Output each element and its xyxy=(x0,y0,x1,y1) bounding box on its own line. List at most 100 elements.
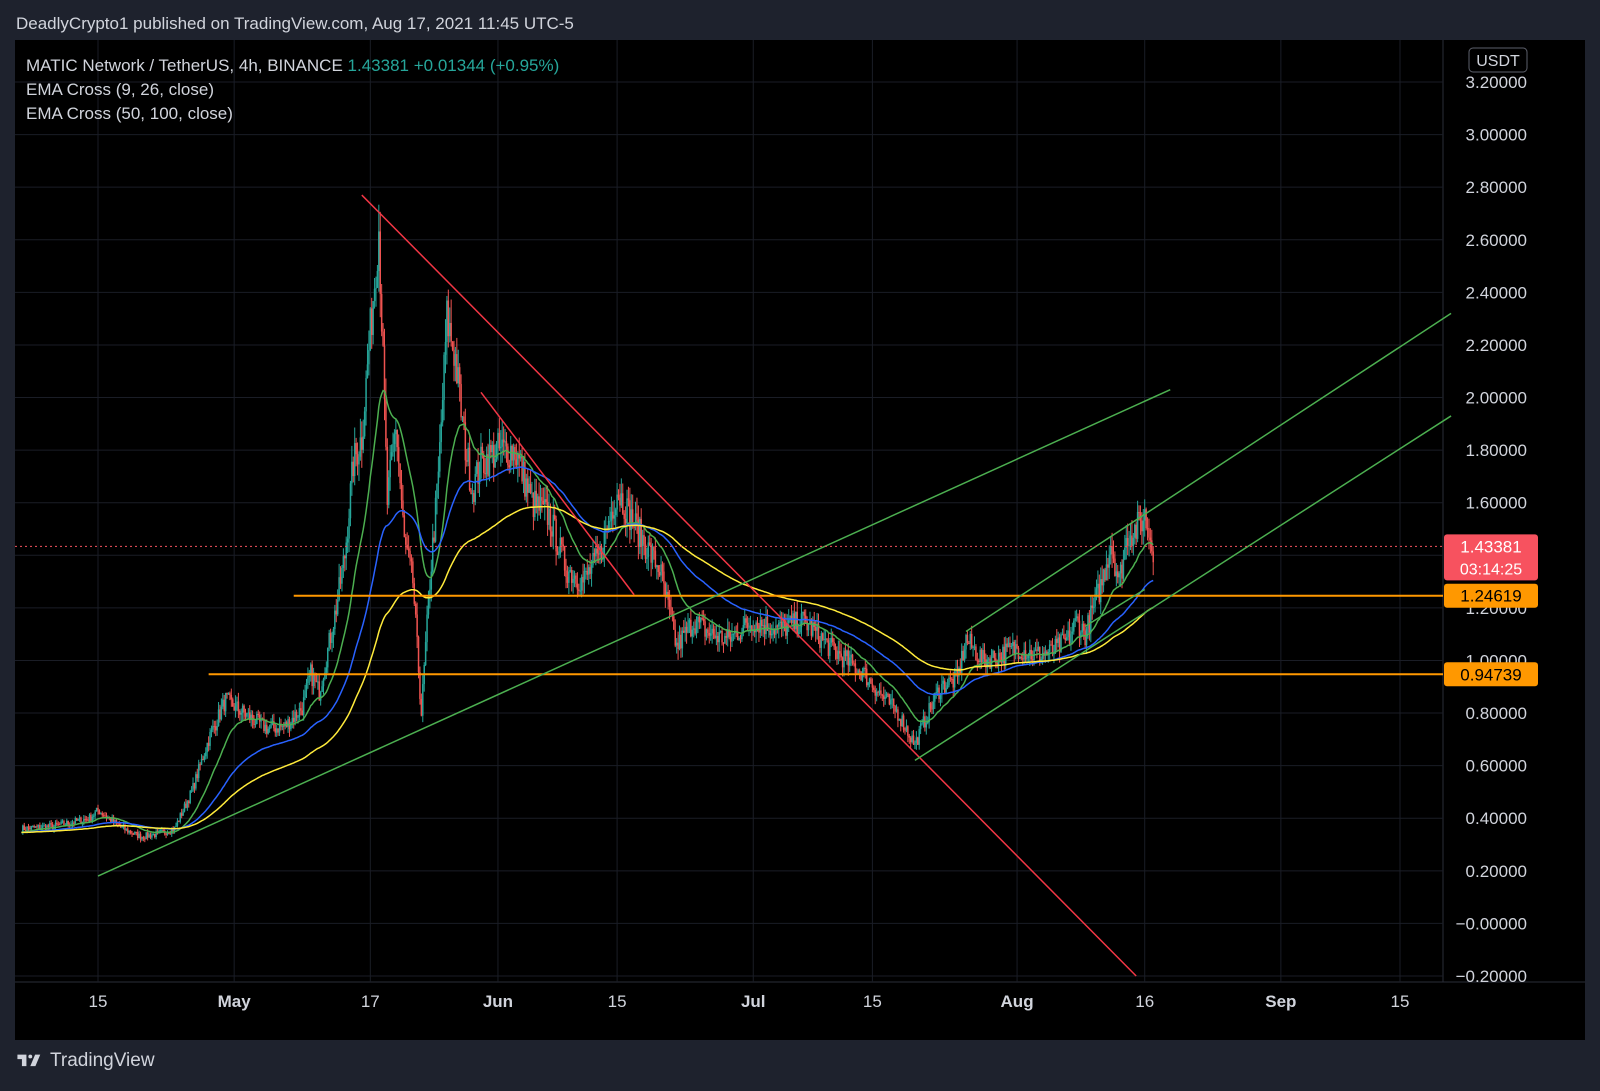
candle-body[interactable] xyxy=(640,518,642,546)
candle-body[interactable] xyxy=(799,626,801,633)
candle-body[interactable] xyxy=(701,618,703,620)
candle-body[interactable] xyxy=(725,635,728,638)
candle-body[interactable] xyxy=(315,680,318,682)
candle-body[interactable] xyxy=(297,716,299,718)
candle-body[interactable] xyxy=(322,678,325,687)
candle-body[interactable] xyxy=(74,817,77,824)
candle-body[interactable] xyxy=(793,613,796,630)
candle-body[interactable] xyxy=(619,497,621,506)
candle-body[interactable] xyxy=(51,824,54,830)
candle-body[interactable] xyxy=(373,288,376,302)
candle-body[interactable] xyxy=(546,501,549,525)
candle-body[interactable] xyxy=(779,621,781,623)
candle-body[interactable] xyxy=(237,701,240,711)
candle-body[interactable] xyxy=(1058,637,1061,652)
candle-body[interactable] xyxy=(429,589,431,597)
candle-body[interactable] xyxy=(1124,547,1126,560)
price-chart[interactable]: 3.20000 3.00000 2.80000 2.60000 2.40000 2.200… xyxy=(15,40,1585,1040)
candle-body[interactable] xyxy=(819,640,821,648)
candle-body[interactable] xyxy=(814,626,817,631)
candle-body[interactable] xyxy=(197,764,200,779)
candle-body[interactable] xyxy=(881,694,884,696)
candle-body[interactable] xyxy=(263,718,265,731)
candle-body[interactable] xyxy=(538,496,540,511)
candle-body[interactable] xyxy=(430,571,433,590)
candle-body[interactable] xyxy=(526,478,529,493)
candle-body[interactable] xyxy=(529,483,532,493)
candle-body[interactable] xyxy=(348,518,350,539)
candle-body[interactable] xyxy=(219,709,221,720)
candle-body[interactable] xyxy=(680,634,682,649)
candle-body[interactable] xyxy=(169,833,172,835)
candle-body[interactable] xyxy=(495,443,498,459)
candle-body[interactable] xyxy=(266,724,268,734)
candle-body[interactable] xyxy=(34,826,37,828)
candle-body[interactable] xyxy=(885,693,888,698)
candle-body[interactable] xyxy=(491,445,494,453)
candle-body[interactable] xyxy=(507,446,509,466)
candle-body[interactable] xyxy=(290,723,292,730)
candle-body[interactable] xyxy=(190,790,193,792)
candle-body[interactable] xyxy=(1056,638,1058,643)
candle-body[interactable] xyxy=(1078,620,1081,638)
candle-body[interactable] xyxy=(934,693,936,702)
candle-body[interactable] xyxy=(171,828,173,834)
candle-body[interactable] xyxy=(586,570,589,575)
candle-body[interactable] xyxy=(539,497,542,511)
candle-body[interactable] xyxy=(556,551,559,556)
candle-body[interactable] xyxy=(246,713,248,717)
candle-body[interactable] xyxy=(870,678,872,684)
candle-body[interactable] xyxy=(531,492,533,494)
candle-body[interactable] xyxy=(809,620,811,625)
candle-body[interactable] xyxy=(566,577,569,583)
candle-body[interactable] xyxy=(1012,641,1014,646)
candle-body[interactable] xyxy=(997,652,1000,666)
candle-body[interactable] xyxy=(926,722,929,724)
candle-body[interactable] xyxy=(1121,564,1123,579)
candle-body[interactable] xyxy=(535,490,538,506)
candle-body[interactable] xyxy=(195,774,197,789)
candle-body[interactable] xyxy=(983,650,986,660)
footer-branding[interactable]: TradingView xyxy=(16,1050,155,1072)
candle-body[interactable] xyxy=(778,622,780,627)
candle-body[interactable] xyxy=(900,719,902,727)
candle-body[interactable] xyxy=(830,637,833,643)
candle-body[interactable] xyxy=(145,832,147,839)
candle-body[interactable] xyxy=(32,825,34,827)
candle-body[interactable] xyxy=(831,637,834,642)
candle-body[interactable] xyxy=(104,815,106,817)
candle-body[interactable] xyxy=(970,633,973,648)
candle-body[interactable] xyxy=(884,697,886,699)
candle-body[interactable] xyxy=(895,709,898,712)
candle-body[interactable] xyxy=(741,633,743,640)
candle-body[interactable] xyxy=(253,720,255,725)
candle-body[interactable] xyxy=(1138,511,1140,513)
candle-body[interactable] xyxy=(717,635,719,643)
candle-body[interactable] xyxy=(305,682,308,691)
candle-body[interactable] xyxy=(1037,646,1040,651)
candle-body[interactable] xyxy=(361,437,363,450)
candle-body[interactable] xyxy=(1021,658,1024,660)
candle-body[interactable] xyxy=(98,810,101,815)
candle-body[interactable] xyxy=(448,322,451,337)
candle-body[interactable] xyxy=(308,675,311,678)
candle-body[interactable] xyxy=(166,832,169,835)
candle-body[interactable] xyxy=(1019,656,1021,659)
candle-body[interactable] xyxy=(317,681,319,683)
candle-body[interactable] xyxy=(802,611,804,614)
candle-body[interactable] xyxy=(851,654,854,664)
candle-body[interactable] xyxy=(972,647,974,649)
candle-body[interactable] xyxy=(402,500,404,516)
candle-body[interactable] xyxy=(966,634,969,643)
candle-body[interactable] xyxy=(73,822,75,824)
candle-body[interactable] xyxy=(969,633,972,644)
candle-body[interactable] xyxy=(536,496,539,506)
candle-body[interactable] xyxy=(436,483,438,498)
candle-body[interactable] xyxy=(1064,637,1067,641)
candle-body[interactable] xyxy=(670,606,672,615)
candle-body[interactable] xyxy=(498,432,501,449)
candle-body[interactable] xyxy=(362,436,364,450)
candle-body[interactable] xyxy=(264,724,267,731)
candle-body[interactable] xyxy=(380,293,383,332)
candle-body[interactable] xyxy=(612,511,614,519)
